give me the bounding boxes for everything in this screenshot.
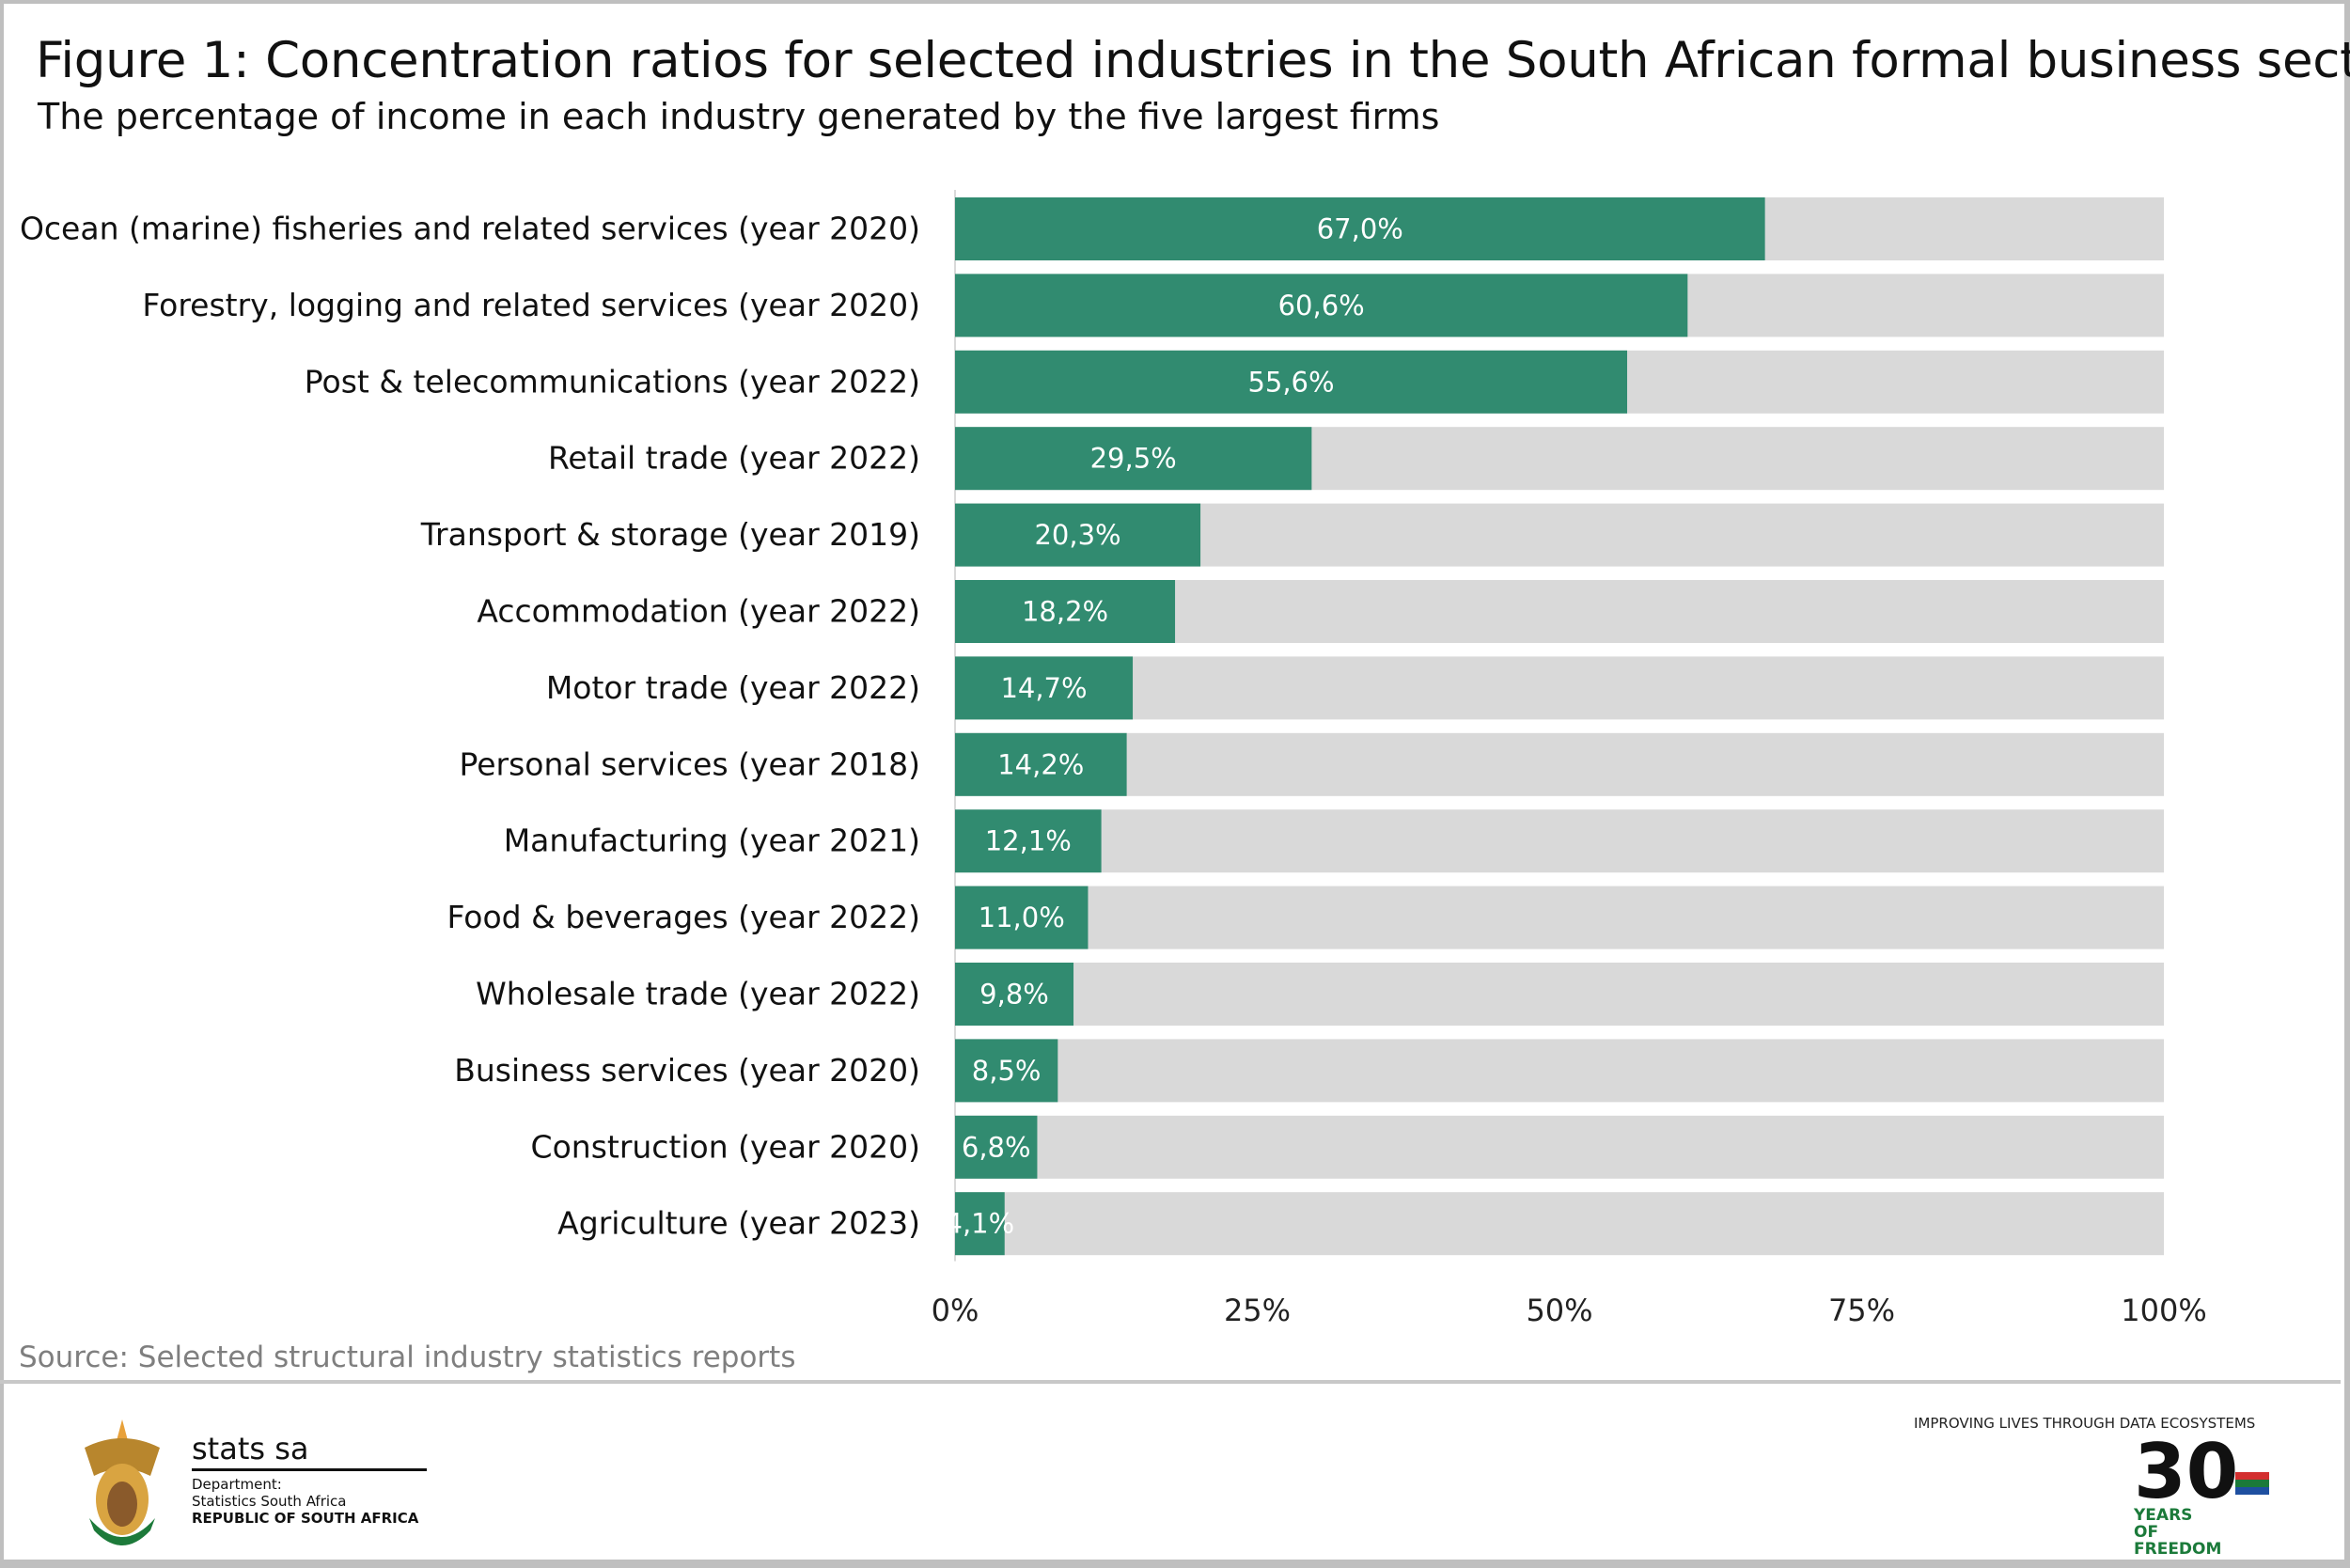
category-label: Construction (year 2020) xyxy=(531,1128,920,1165)
data-label: 12,1% xyxy=(985,825,1072,857)
value-bar xyxy=(955,732,1127,796)
category-label: Wholesale trade (year 2022) xyxy=(476,976,920,1012)
bar-chart: Ocean (marine) fisheries and related ser… xyxy=(20,190,2207,1328)
value-bar xyxy=(955,274,1688,337)
category-label: Post & telecommunications (year 2022) xyxy=(305,363,920,400)
value-bar xyxy=(955,197,1765,260)
data-label: 4,1% xyxy=(946,1208,1015,1240)
category-label: Personal services (year 2018) xyxy=(459,745,920,782)
logo-rule xyxy=(192,1468,427,1471)
category-label: Agriculture (year 2023) xyxy=(557,1205,920,1242)
category-label: Business services (year 2020) xyxy=(454,1052,920,1089)
thirty-years-freedom-logo: 30 YEARS OF FREEDOM xyxy=(2134,1428,2275,1558)
x-tick-label: 50% xyxy=(1526,1293,1592,1328)
category-label: Transport & storage (year 2019) xyxy=(420,516,920,553)
south-african-flag-icon xyxy=(2235,1472,2269,1495)
category-label: Retail trade (year 2022) xyxy=(548,440,920,477)
stats-sa-wordmark: stats sa xyxy=(192,1431,309,1466)
tagline: IMPROVING LIVES THROUGH DATA ECOSYSTEMS xyxy=(1914,1415,2256,1432)
track-bar xyxy=(955,963,2164,1026)
value-bar xyxy=(955,1192,1005,1256)
data-label: 67,0% xyxy=(1317,213,1403,245)
track-bar xyxy=(955,1039,2164,1103)
value-bar xyxy=(955,427,1312,491)
coat-of-arms-icon xyxy=(85,1419,160,1545)
data-label: 55,6% xyxy=(1247,366,1334,398)
data-label: 8,5% xyxy=(972,1055,1042,1087)
value-bar xyxy=(955,503,1201,567)
data-label: 6,8% xyxy=(962,1131,1031,1163)
department-label: Department: xyxy=(192,1476,282,1493)
x-tick-label: 0% xyxy=(932,1293,979,1328)
track-bar xyxy=(955,656,2164,720)
track-bar xyxy=(955,886,2164,949)
x-tick-label: 75% xyxy=(1828,1293,1895,1328)
x-tick-label: 100% xyxy=(2121,1293,2206,1328)
chart-subtitle: The percentage of income in each industr… xyxy=(38,96,1440,137)
value-bar xyxy=(955,1115,1038,1179)
category-label: Food & beverages (year 2022) xyxy=(447,899,921,935)
value-bar xyxy=(955,886,1089,949)
track-bar xyxy=(955,1115,2164,1179)
category-label: Manufacturing (year 2021) xyxy=(504,823,920,859)
category-label: Motor trade (year 2022) xyxy=(546,669,920,706)
stats-sa-logo: stats sa Department: Statistics South Af… xyxy=(75,1410,451,1551)
value-bar xyxy=(955,580,1176,643)
data-label: 29,5% xyxy=(1090,443,1177,475)
value-bar xyxy=(955,963,1074,1026)
track-bar xyxy=(955,1192,2164,1256)
value-bar xyxy=(955,350,1628,414)
category-label: Accommodation (year 2022) xyxy=(477,593,920,630)
footer-divider xyxy=(0,1380,2341,1384)
data-label: 9,8% xyxy=(979,979,1049,1011)
department-name: Statistics South Africa xyxy=(192,1493,347,1510)
value-bar xyxy=(955,1039,1058,1103)
data-label: 60,6% xyxy=(1278,290,1365,321)
country-name: REPUBLIC OF SOUTH AFRICA xyxy=(192,1510,419,1527)
value-bar xyxy=(955,656,1134,720)
data-label: 14,7% xyxy=(1000,672,1087,704)
data-label: 20,3% xyxy=(1034,519,1120,551)
chart-title: Figure 1: Concentration ratios for selec… xyxy=(36,32,2350,89)
thirty-years-freedom-text: 30 YEARS OF FREEDOM xyxy=(2134,1428,2239,1559)
track-bar xyxy=(955,809,2164,873)
value-bar xyxy=(955,809,1102,873)
category-label: Ocean (marine) fisheries and related ser… xyxy=(20,211,920,247)
data-label: 14,2% xyxy=(997,748,1084,780)
x-tick-label: 25% xyxy=(1224,1293,1291,1328)
category-label: Forestry, logging and related services (… xyxy=(142,287,920,323)
data-label: 11,0% xyxy=(979,902,1065,933)
source-note: Source: Selected structural industry sta… xyxy=(19,1341,796,1374)
data-label: 18,2% xyxy=(1022,596,1108,628)
track-bar xyxy=(955,732,2164,796)
